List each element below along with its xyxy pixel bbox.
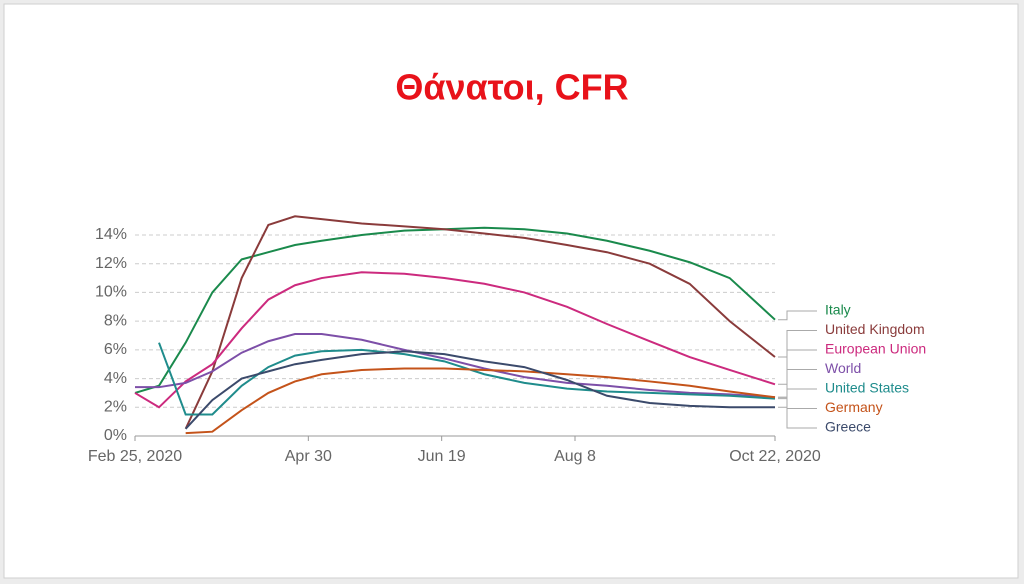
series-line bbox=[184, 215, 776, 430]
legend-connector bbox=[778, 310, 817, 321]
y-tick-label: 0% bbox=[104, 427, 127, 444]
legend-label: Italy bbox=[825, 302, 851, 318]
y-tick-label: 12% bbox=[95, 255, 127, 272]
legend-connector bbox=[778, 330, 817, 358]
legend-label: World bbox=[825, 360, 861, 376]
series-line bbox=[134, 271, 776, 409]
legend-label: United States bbox=[825, 380, 909, 396]
series-line bbox=[135, 333, 776, 399]
legend-label: United Kingdom bbox=[825, 321, 925, 337]
series-line bbox=[184, 350, 775, 430]
series-line bbox=[134, 226, 776, 394]
y-tick-label: 4% bbox=[104, 370, 127, 387]
legend-label: Greece bbox=[825, 419, 871, 435]
x-tick-label: Apr 30 bbox=[285, 448, 332, 465]
legend-connector bbox=[778, 396, 817, 409]
legend-label: European Union bbox=[825, 341, 926, 357]
x-tick-label: Aug 8 bbox=[554, 448, 596, 465]
slide bbox=[3, 3, 1019, 579]
legend-connector bbox=[778, 406, 817, 429]
series-line bbox=[185, 367, 776, 435]
legend-connector bbox=[778, 388, 817, 400]
y-tick-label: 14% bbox=[95, 226, 127, 243]
legend-connector bbox=[778, 349, 817, 385]
x-tick-label: Oct 22, 2020 bbox=[729, 448, 821, 465]
chart-title: Θάνατοι, CFR bbox=[395, 67, 628, 108]
legend-label: Germany bbox=[825, 399, 883, 415]
y-tick-label: 10% bbox=[95, 284, 127, 301]
y-tick-label: 2% bbox=[104, 399, 127, 416]
x-tick-label: Feb 25, 2020 bbox=[88, 448, 182, 465]
x-tick-label: Jun 19 bbox=[418, 448, 466, 465]
series-line bbox=[158, 342, 776, 416]
y-tick-label: 6% bbox=[104, 341, 127, 358]
y-tick-label: 8% bbox=[104, 312, 127, 329]
